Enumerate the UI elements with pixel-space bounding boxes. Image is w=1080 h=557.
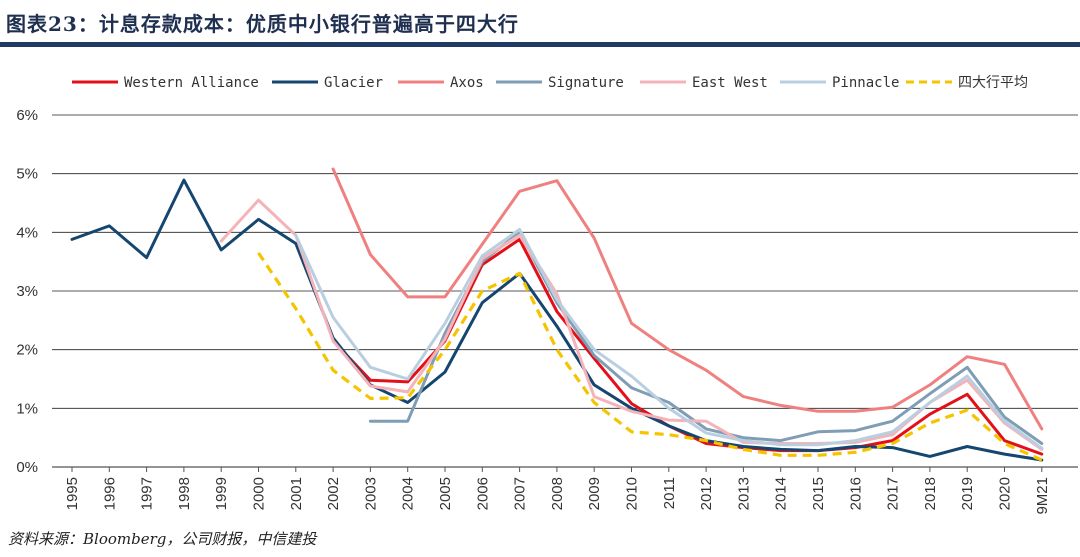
y-tick-label: 0% [16,459,38,476]
x-tick-label: 2007 [512,477,529,510]
x-tick-label: 2001 [288,477,305,510]
y-tick-label: 5% [16,166,38,183]
x-tick-label: 2012 [698,477,715,510]
legend-label: Western Alliance [124,75,259,91]
chart-title: 图表23：计息存款成本：优质中小银行普遍高于四大行 [6,12,519,36]
y-tick-label: 3% [16,283,38,300]
y-tick-label: 2% [16,342,38,359]
series-line [331,167,1044,431]
y-tick-label: 4% [16,224,38,241]
legend-label: East West [692,75,768,91]
x-tick-label: 1997 [139,477,156,510]
legend: Western Alliance Glacier Axos Signature East… [72,75,1028,91]
series-line [257,252,1043,462]
x-tick-label: 2013 [735,477,752,510]
x-tick-label: 2002 [325,477,342,510]
title-divider [0,42,1080,47]
x-tick-label: 2006 [474,477,491,510]
x-tick-label: 1998 [176,477,193,510]
legend-label: 四大行平均 [958,75,1028,91]
grid-lines [52,114,1078,468]
x-tick-label: 2000 [251,477,268,510]
y-tick-label: 6% [16,107,38,124]
x-tick-label: 2016 [847,477,864,510]
x-tick-label: 2005 [437,477,454,510]
series-line [219,198,1044,451]
x-tick-label: 2011 [661,477,678,509]
y-axis-ticks: 0% 1% 2% 3% 4% 5% 6% [16,107,38,476]
legend-label: Pinnacle [832,75,899,91]
x-tick-label: 1996 [101,477,118,510]
series-line [294,227,1044,450]
x-tick-label: 2004 [400,477,417,510]
legend-label: Glacier [324,75,383,91]
x-tick-label: 2010 [624,477,641,510]
legend-label: Signature [548,75,624,91]
x-tick-label: 9M21 [1034,477,1051,515]
x-tick-label: 2003 [362,477,379,510]
line-chart: 0% 1% 2% 3% 4% 5% 6% 1995 1996 1997 1998 1999 2000 2… [16,75,1078,515]
x-tick-label: 2014 [773,477,790,510]
y-tick-label: 1% [16,400,38,417]
x-tick-label: 2008 [549,477,566,510]
x-axis-ticks: 1995 1996 1997 1998 1999 2000 2001 2002 2003 2004… [64,467,1051,515]
x-tick-label: 2020 [997,477,1014,510]
x-tick-label: 2009 [586,477,603,510]
series-lines [70,167,1044,462]
x-tick-label: 2015 [810,477,827,510]
x-tick-label: 1995 [64,477,81,510]
series-line [368,230,1044,445]
source-note: 资料来源：Bloomberg，公司财报，中信建投 [8,530,317,548]
x-tick-label: 1999 [213,477,230,510]
x-tick-label: 2018 [922,477,939,510]
legend-label: Axos [450,75,484,91]
x-tick-label: 2017 [885,477,902,510]
x-tick-label: 2019 [959,477,976,510]
